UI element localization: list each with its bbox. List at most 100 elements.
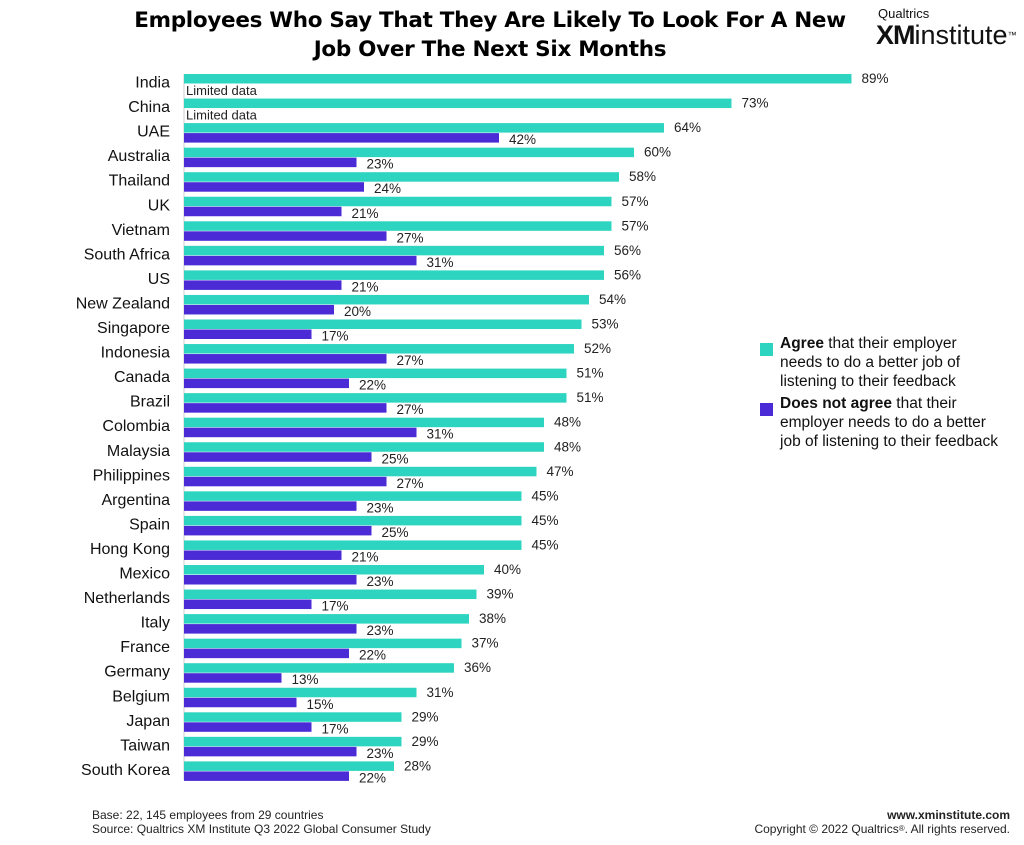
bar-agree-brazil [184,393,567,403]
bar-disagree-australia [184,157,357,168]
bar-disagree-new-zealand [184,304,334,315]
bar-disagree-vietnam [184,231,387,241]
category-label-japan: Japan [126,713,170,730]
bar-agree-philippines [184,466,537,477]
bar-agree-spain [184,515,522,526]
bar-disagree-mexico [184,575,357,585]
bar-agree-singapore [184,319,582,329]
copyright-tail: . All rights reserved. [904,822,1010,836]
data-label-agree-argentina: 45% [532,488,559,503]
bar-agree-colombia [184,417,544,428]
data-label-agree-netherlands: 39% [487,587,514,602]
category-label-vietnam: Vietnam [112,222,170,239]
category-label-colombia: Colombia [102,418,170,435]
bar-disagree-italy [184,624,357,634]
category-label-us: US [148,271,170,288]
category-label-germany: Germany [104,664,170,681]
data-label-disagree-vietnam: 27% [397,230,424,245]
data-label-disagree-south-africa: 31% [427,255,454,270]
bar-agree-belgium [184,687,417,698]
bar-disagree-colombia [184,427,417,438]
legend-swatch-agree [760,343,773,356]
data-label-disagree-canada: 22% [359,378,386,393]
bar-disagree-spain [184,525,372,536]
data-label-disagree-japan: 17% [322,721,349,736]
bar-disagree-germany [184,673,282,683]
data-label-agree-us: 56% [614,267,641,282]
category-label-south-korea: South Korea [81,762,170,779]
footer-base: Base: 22, 145 employees from 29 countrie… [92,808,324,822]
bar-agree-malaysia [184,442,544,452]
category-label-philippines: Philippines [93,467,170,484]
data-label-agree-taiwan: 29% [412,734,439,749]
category-label-netherlands: Netherlands [84,590,170,607]
logo-institute: institute [914,20,1008,50]
category-label-argentina: Argentina [102,492,171,509]
bar-agree-germany [184,663,454,673]
data-label-disagree-netherlands: 17% [322,599,349,614]
bar-disagree-philippines [184,476,387,487]
bar-agree-us [184,270,604,280]
footer-notes: Base: 22, 145 employees from 29 countrie… [92,808,431,836]
bar-agree-uk [184,196,612,207]
data-label-disagree-spain: 25% [382,525,409,540]
category-label-taiwan: Taiwan [120,737,170,754]
data-label-disagree-uae: 42% [509,132,536,147]
category-label-mexico: Mexico [119,566,170,583]
legend-disagree-text: that their employer needs to do a better… [780,395,998,450]
data-label-agree-vietnam: 57% [622,218,649,233]
category-label-hong-kong: Hong Kong [90,541,170,558]
data-label-agree-italy: 38% [479,611,506,626]
footer-copyright: Copyright © 2022 Qualtrics®. All rights … [754,822,1010,836]
bar-agree-vietnam [184,221,612,231]
category-label-india: India [135,75,170,92]
data-label-disagree-taiwan: 23% [367,746,394,761]
bar-agree-argentina [184,491,522,501]
category-label-south-africa: South Africa [84,246,170,263]
legend: Agree that their employer needs to do a … [760,334,1000,454]
data-label-disagree-brazil: 27% [397,402,424,417]
bar-agree-hong-kong [184,540,522,550]
data-label-agree-south-korea: 28% [404,758,431,773]
bar-agree-japan [184,712,402,722]
data-label-agree-japan: 29% [412,709,439,724]
category-label-singapore: Singapore [97,320,170,337]
copyright-text: Copyright © 2022 Qualtrics [754,822,899,836]
bar-agree-thailand [184,172,619,182]
bar-disagree-france [184,648,349,659]
category-label-thailand: Thailand [109,173,170,190]
bar-disagree-indonesia [184,354,387,364]
data-label-disagree-belgium: 15% [307,697,334,712]
data-label-agree-singapore: 53% [592,317,619,332]
data-label-disagree-malaysia: 25% [382,451,409,466]
data-label-disagree-south-korea: 22% [359,770,386,785]
data-label-agree-mexico: 40% [494,562,521,577]
data-label-disagree-france: 22% [359,648,386,663]
data-label-disagree-argentina: 23% [367,500,394,515]
data-label-agree-uk: 57% [622,194,649,209]
footer-url[interactable]: www.xminstitute.com [887,808,1010,822]
bar-agree-italy [184,614,469,624]
bar-agree-france [184,638,462,649]
logo-brand: Qualtrics [878,6,930,21]
legend-agree-strong: Agree [780,335,824,352]
category-label-uae: UAE [137,124,170,141]
data-label-agree-colombia: 48% [554,415,581,430]
data-label-agree-philippines: 47% [547,464,574,479]
category-label-brazil: Brazil [130,394,170,411]
bar-disagree-uae [184,133,499,143]
data-label-disagree-hong-kong: 21% [352,549,379,564]
bar-disagree-south-africa [184,255,417,266]
logo-xm: XM [876,20,915,50]
data-label-disagree-singapore: 17% [322,329,349,344]
bar-disagree-canada [184,378,349,389]
bar-disagree-taiwan [184,746,357,757]
bar-agree-taiwan [184,736,402,747]
data-label-disagree-italy: 23% [367,623,394,638]
category-label-belgium: Belgium [112,688,170,705]
data-label-agree-uae: 64% [674,120,701,135]
bar-disagree-japan [184,722,312,732]
category-label-france: France [120,639,170,656]
bar-agree-south-africa [184,245,604,256]
category-label-indonesia: Indonesia [101,345,170,362]
